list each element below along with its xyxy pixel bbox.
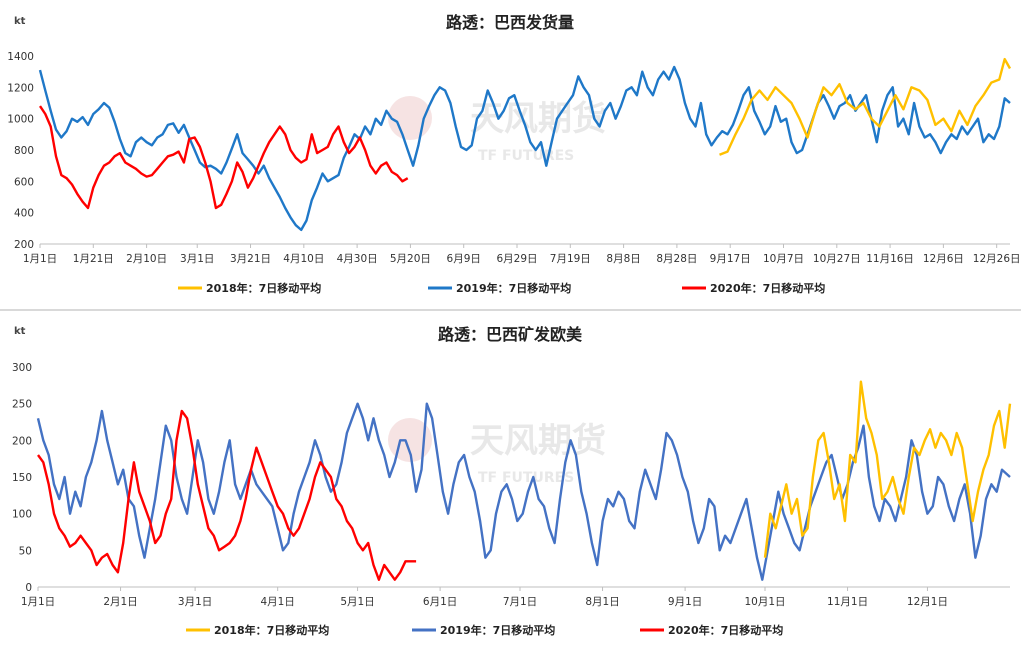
x-tick-label: 11月16日 bbox=[866, 253, 914, 265]
x-tick-label: 1月1日 bbox=[21, 596, 55, 608]
y-tick-label: 50 bbox=[19, 545, 32, 557]
y-tick-label: 200 bbox=[12, 435, 32, 447]
series-line-2020 bbox=[39, 105, 409, 210]
x-tick-label: 9月1日 bbox=[668, 596, 702, 608]
watermark-en: TF FUTURES bbox=[478, 470, 574, 486]
x-tick-label: 6月1日 bbox=[423, 596, 457, 608]
y-tick-label: 100 bbox=[12, 509, 32, 521]
x-tick-label: 9月17日 bbox=[710, 253, 751, 265]
x-tick-label: 7月1日 bbox=[503, 596, 537, 608]
legend-label: 2019年：7日移动平均 bbox=[440, 623, 555, 637]
x-tick-label: 3月21日 bbox=[230, 253, 271, 265]
y-tick-label: 300 bbox=[12, 362, 32, 374]
x-tick-label: 12月6日 bbox=[923, 253, 964, 265]
legend-label: 2019年：7日移动平均 bbox=[456, 281, 571, 295]
x-tick-label: 6月29日 bbox=[496, 253, 537, 265]
y-tick-label: 0 bbox=[25, 582, 32, 594]
series-line-2019 bbox=[36, 402, 1011, 581]
y-unit-label: kt bbox=[14, 16, 26, 27]
series-line-2018 bbox=[719, 57, 1012, 156]
chart-title: 路透：巴西矿发欧美 bbox=[438, 325, 583, 344]
series-line-2018 bbox=[763, 380, 1012, 558]
y-tick-label: 250 bbox=[12, 399, 32, 411]
x-tick-label: 5月1日 bbox=[340, 596, 374, 608]
legend-label: 2018年：7日移动平均 bbox=[214, 623, 329, 637]
watermark-en: TF FUTURES bbox=[478, 148, 574, 164]
x-tick-label: 1月21日 bbox=[73, 253, 114, 265]
legend-label: 2018年：7日移动平均 bbox=[206, 281, 321, 295]
y-tick-label: 800 bbox=[14, 145, 34, 157]
x-tick-label: 12月1日 bbox=[907, 596, 948, 608]
y-tick-label: 1400 bbox=[7, 51, 34, 63]
europe-america-chart: 天风期货 TF FUTURES 路透：巴西矿发欧美 kt 0 50 100 150 200 250… bbox=[12, 325, 1012, 637]
x-tick-label: 10月27日 bbox=[813, 253, 861, 265]
x-tick-label: 1月1日 bbox=[23, 253, 57, 265]
watermark-logo-icon bbox=[388, 418, 432, 462]
x-tick-label: 4月30日 bbox=[337, 253, 378, 265]
chart-title: 路透：巴西发货量 bbox=[446, 13, 574, 32]
watermark-cn: 天风期货 bbox=[470, 421, 606, 461]
y-tick-label: 600 bbox=[14, 176, 34, 188]
x-tick-label: 3月1日 bbox=[178, 596, 212, 608]
x-tick-label: 2月10日 bbox=[126, 253, 167, 265]
watermark-logo-icon bbox=[388, 96, 432, 140]
series-line-2019 bbox=[38, 65, 1011, 232]
panel-divider bbox=[0, 309, 1021, 311]
chart-panel-europe-america: 天风期货 TF FUTURES 路透：巴西矿发欧美 kt 0 50 100 150 200 250… bbox=[0, 312, 1021, 650]
x-tick-label: 8月1日 bbox=[585, 596, 619, 608]
series-line-2020 bbox=[37, 409, 417, 581]
x-tick-label: 5月20日 bbox=[390, 253, 431, 265]
legend-label: 2020年：7日移动平均 bbox=[668, 623, 783, 637]
x-tick-label: 3月1日 bbox=[180, 253, 214, 265]
x-tick-label: 4月1日 bbox=[260, 596, 294, 608]
y-tick-label: 1200 bbox=[7, 82, 34, 94]
x-tick-label: 2月1日 bbox=[103, 596, 137, 608]
y-tick-label: 200 bbox=[14, 239, 34, 251]
x-tick-label: 11月1日 bbox=[827, 596, 868, 608]
x-tick-label: 7月19日 bbox=[550, 253, 591, 265]
x-tick-label: 8月28日 bbox=[656, 253, 697, 265]
x-tick-label: 6月9日 bbox=[447, 253, 481, 265]
shipments-chart: 天风期货 TF FUTURES 路透：巴西发货量 kt 200 400 600 800 1000… bbox=[7, 13, 1021, 295]
legend-label: 2020年：7日移动平均 bbox=[710, 281, 825, 295]
x-tick-label: 4月10日 bbox=[283, 253, 324, 265]
x-tick-label: 10月1日 bbox=[744, 596, 785, 608]
x-tick-label: 8月8日 bbox=[606, 253, 640, 265]
x-tick-label: 10月7日 bbox=[763, 253, 804, 265]
x-tick-label: 12月26日 bbox=[973, 253, 1021, 265]
y-tick-label: 1000 bbox=[7, 114, 34, 126]
y-tick-label: 150 bbox=[12, 472, 32, 484]
chart-panel-shipments: 天风期货 TF FUTURES 路透：巴西发货量 kt 200 400 600 800 1000… bbox=[0, 0, 1021, 309]
y-tick-label: 400 bbox=[14, 208, 34, 220]
watermark-cn: 天风期货 bbox=[470, 99, 606, 139]
y-unit-label: kt bbox=[14, 326, 26, 337]
